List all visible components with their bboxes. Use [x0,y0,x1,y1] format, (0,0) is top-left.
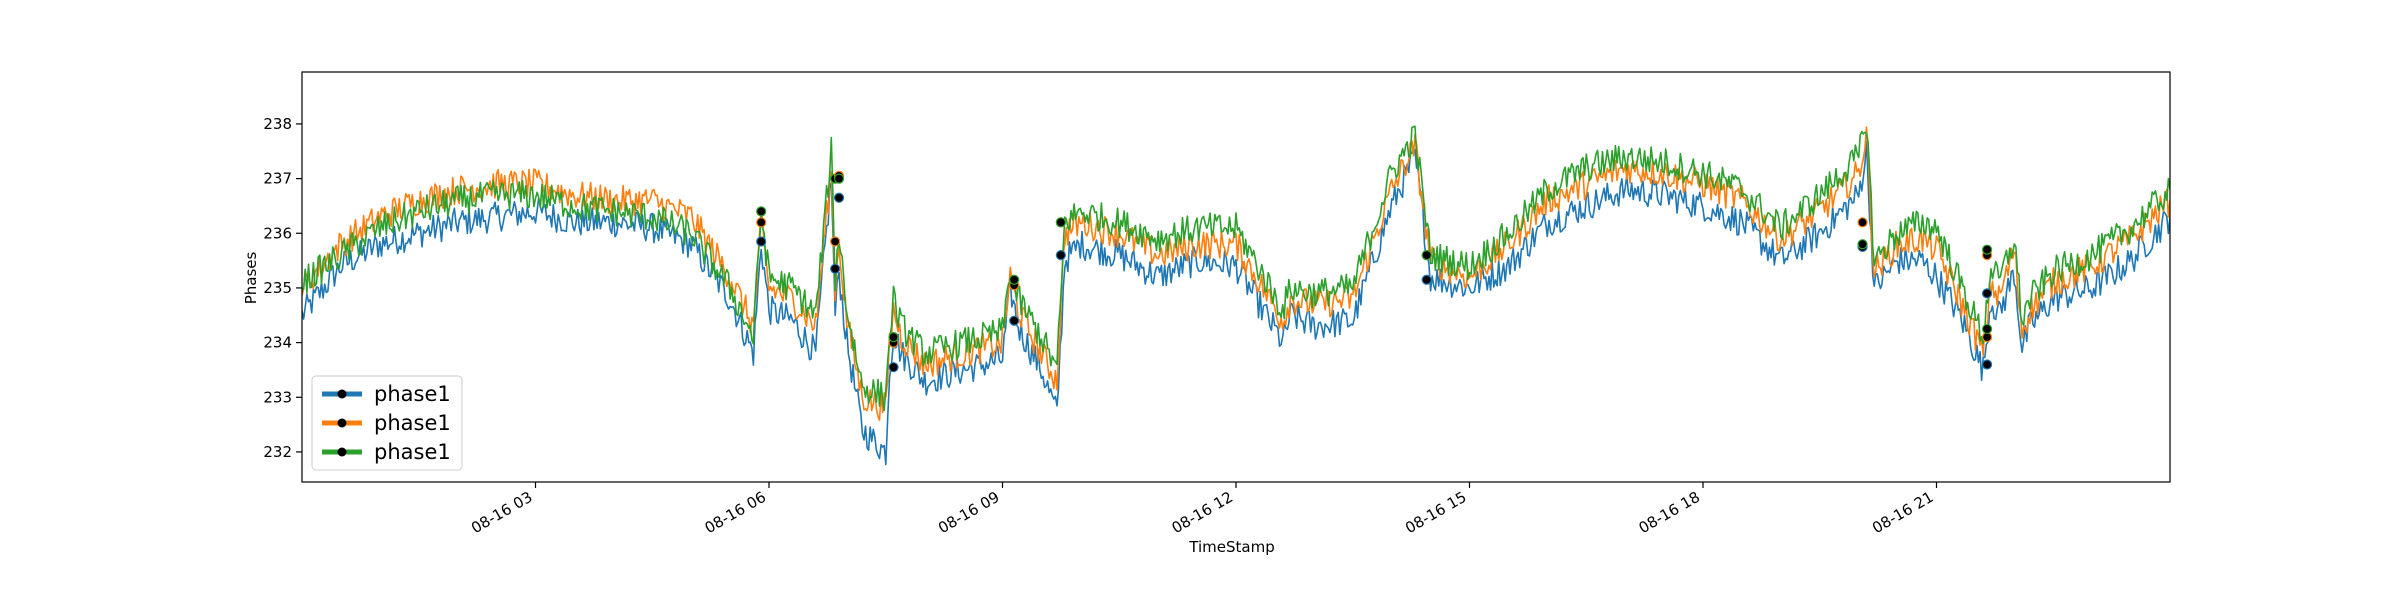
y-tick-label: 235 [263,279,292,297]
x-tick-label: 08-16 21 [1869,488,1936,537]
marker-point [1009,274,1020,285]
legend-box [311,375,463,471]
marker-point [1857,239,1868,250]
series-line-2 [302,126,2170,422]
marker-point [1421,250,1432,261]
marker-point [1055,217,1066,228]
anomaly-markers [756,170,1993,373]
marker-point [833,173,845,184]
legend-label-2: phase1 [374,411,451,435]
marker-point [833,192,845,203]
marker-point [1055,250,1066,261]
marker-point [1009,315,1020,326]
x-tick-label: 08-16 18 [1636,488,1703,537]
marker-point [888,332,899,343]
legend-label-3: phase1 [374,440,451,464]
x-tick-label: 08-16 12 [1169,488,1236,537]
y-tick-label: 234 [263,334,292,352]
marker-point [756,206,767,217]
marker-point [756,217,767,228]
y-tick-label: 237 [263,170,292,188]
marker-point [1981,244,1993,255]
legend: phase1 phase1 phase1 [311,375,463,471]
marker-point [1421,274,1432,285]
series-lines [302,125,2170,466]
series-line-1 [302,140,2170,466]
marker-point [830,236,841,247]
series-line-3 [302,125,2170,412]
legend-marker [337,447,347,457]
legend-marker [337,418,347,428]
y-axis: 232 233 234 235 236 237 238 [263,115,302,461]
y-tick-label: 238 [263,115,292,133]
marker-point [1981,359,1993,370]
marker-point [830,263,841,274]
y-tick-label: 233 [263,388,292,406]
x-tick-label: 08-16 06 [702,488,769,537]
marker-point [1857,217,1868,228]
x-axis-label: TimeStamp [1188,538,1274,556]
x-tick-label: 08-16 09 [935,488,1002,537]
plot-frame [301,71,2171,483]
x-tick-label: 08-16 03 [468,488,535,537]
marker-point [1981,288,1993,299]
y-tick-label: 232 [263,443,292,461]
marker-point [1981,323,1993,335]
y-tick-label: 236 [263,224,292,242]
x-tick-label: 08-16 15 [1402,488,1469,537]
legend-label-1: phase1 [374,382,451,406]
marker-point [888,362,899,373]
y-axis-label: Phases [242,252,260,305]
marker-point [756,236,767,247]
x-axis: 08-16 03 08-16 06 08-16 09 08-16 12 08-16 15… [468,482,1938,537]
legend-marker [337,389,347,399]
